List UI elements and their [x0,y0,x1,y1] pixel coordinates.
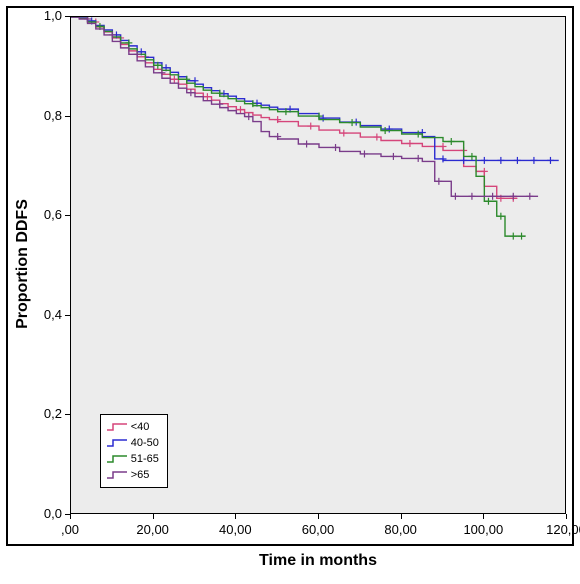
legend: <40 40-50 51-65 >65 [100,414,168,488]
censor-tick [514,157,521,164]
censor-tick [530,157,537,164]
censor-tick [510,233,517,240]
censor-tick [489,193,496,200]
censor-tick [245,113,252,120]
censor-tick [349,119,356,126]
censor-tick [481,157,488,164]
legend-label: <40 [131,421,150,433]
censor-tick [497,213,504,220]
y-tick-label: 0,2 [32,406,62,421]
censor-tick [307,123,314,130]
legend-label: 40-50 [131,437,159,449]
censor-tick [460,157,467,164]
x-tick-mark [70,514,71,519]
y-tick-mark [65,16,70,17]
censor-tick [415,131,422,138]
x-tick-label: 60,00 [288,522,348,537]
x-tick-label: 120,00 [536,522,580,537]
censor-tick [415,155,422,162]
censor-tick [406,140,413,147]
censor-tick [518,233,525,240]
series-gt65 [71,17,538,196]
y-tick-mark [65,414,70,415]
censor-tick [171,76,178,83]
km-chart: Proportion DDFS Time in months <40 40-50 5… [0,0,580,584]
censor-tick [386,126,393,133]
censor-tick [448,138,455,145]
legend-label: >65 [131,469,150,481]
x-tick-label: ,00 [40,522,100,537]
y-tick-mark [65,116,70,117]
censor-tick [440,143,447,150]
y-tick-label: 0,0 [32,506,62,521]
censor-tick [526,193,533,200]
censor-tick [373,134,380,141]
censor-tick [452,193,459,200]
censor-tick [216,101,223,108]
y-tick-mark [65,215,70,216]
y-axis-label: Proportion DDFS [14,194,32,334]
x-tick-label: 80,00 [371,522,431,537]
x-tick-mark [318,514,319,519]
censor-tick [361,150,368,157]
legend-item: >65 [107,467,159,483]
censor-tick [340,130,347,137]
x-axis-label: Time in months [70,552,566,570]
y-tick-label: 0,4 [32,307,62,322]
censor-tick [303,140,310,147]
legend-swatch [107,470,127,480]
legend-item: 51-65 [107,451,159,467]
censor-tick [382,127,389,134]
series-lt40 [71,17,517,198]
legend-swatch [107,454,127,464]
legend-swatch [107,438,127,448]
y-tick-label: 1,0 [32,8,62,23]
censor-tick [481,168,488,175]
x-tick-mark [483,514,484,519]
y-tick-mark [65,315,70,316]
legend-swatch [107,422,127,432]
x-tick-label: 100,00 [453,522,513,537]
censor-tick [497,157,504,164]
censor-tick [332,144,339,151]
x-tick-mark [235,514,236,519]
legend-item: <40 [107,419,159,435]
censor-tick [390,153,397,160]
x-tick-mark [401,514,402,519]
legend-label: 51-65 [131,453,159,465]
censor-tick [440,155,447,162]
series-40_50 [71,17,559,160]
y-tick-label: 0,8 [32,108,62,123]
x-tick-mark [153,514,154,519]
legend-item: 40-50 [107,435,159,451]
censor-tick [547,157,554,164]
x-tick-mark [566,514,567,519]
x-tick-label: 40,00 [205,522,265,537]
y-tick-label: 0,6 [32,207,62,222]
censor-tick [435,178,442,185]
censor-tick [237,106,244,113]
x-tick-label: 20,00 [123,522,183,537]
censor-tick [187,89,194,96]
censor-tick [485,198,492,205]
censor-tick [204,93,211,100]
censor-tick [468,153,475,160]
censor-tick [468,193,475,200]
